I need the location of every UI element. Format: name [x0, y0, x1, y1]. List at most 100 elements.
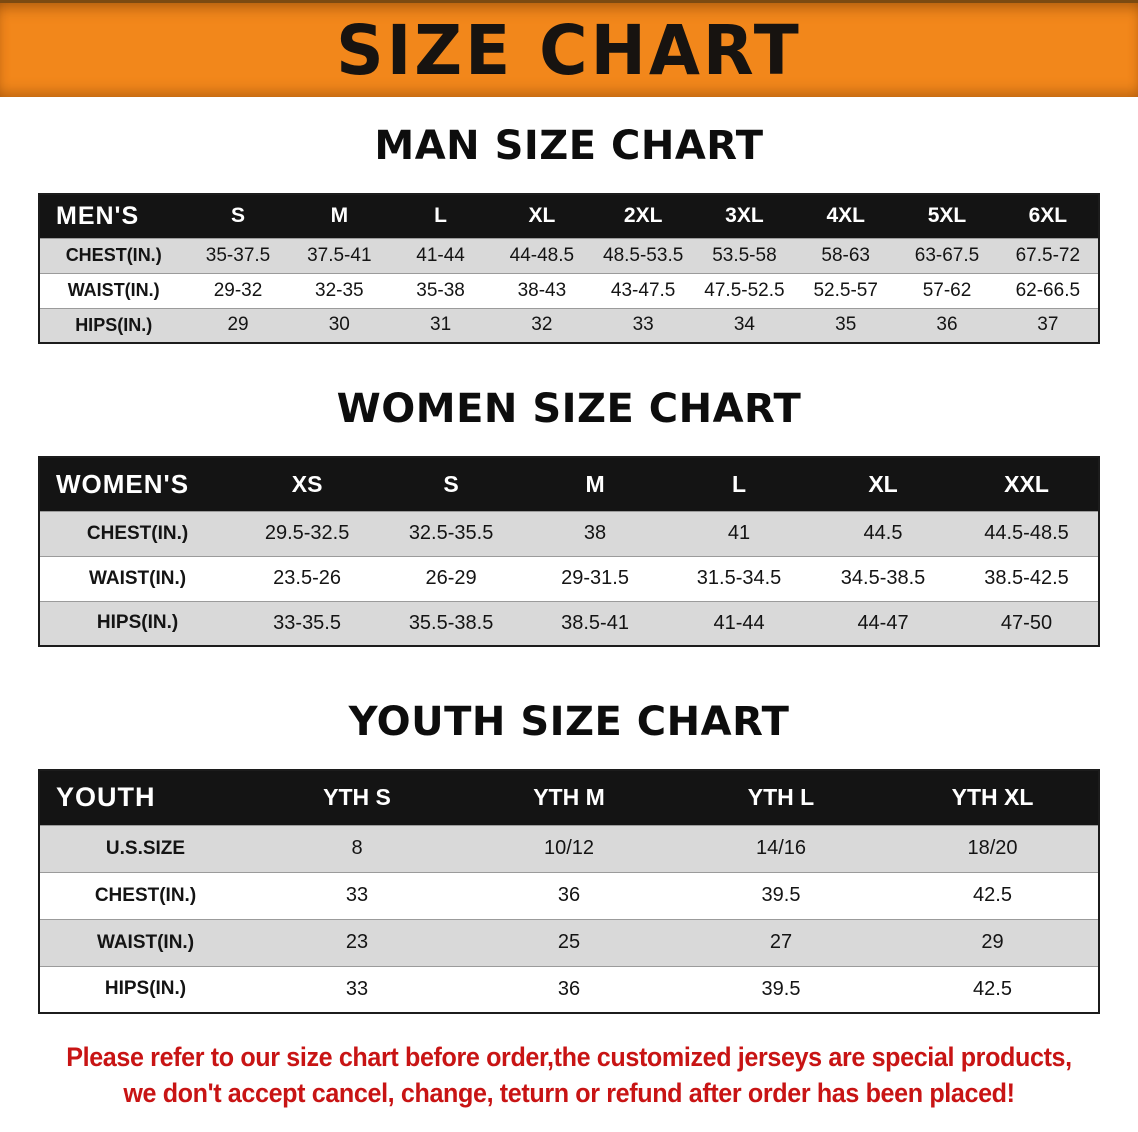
- size-column-header: 5XL: [896, 194, 998, 238]
- size-value: 38.5-42.5: [955, 555, 1099, 601]
- size-value: 44-47: [811, 600, 956, 646]
- size-value: 38: [523, 510, 668, 556]
- size-value: 29-32: [187, 272, 289, 308]
- table-header-row: WOMEN'S XS S M L XL XXL: [39, 457, 1099, 511]
- table-row: U.S.SIZE 8 10/12 14/16 18/20: [39, 824, 1099, 872]
- size-value: 42.5: [887, 965, 1099, 1013]
- size-value: 52.5-57: [795, 272, 897, 308]
- size-value: 33: [251, 965, 463, 1013]
- size-value: 26-29: [379, 555, 524, 601]
- page-title: SIZE CHART: [336, 9, 802, 91]
- size-value: 67.5-72: [997, 237, 1099, 273]
- size-value: 35.5-38.5: [379, 600, 524, 646]
- table-row: CHEST(IN.) 33 36 39.5 42.5: [39, 871, 1099, 919]
- size-column-header: YTH XL: [887, 770, 1099, 825]
- size-value: 58-63: [795, 237, 897, 273]
- measurement-label: WAIST(IN.): [39, 272, 188, 308]
- size-column-header: XS: [235, 457, 380, 511]
- table-group-label: YOUTH: [39, 770, 251, 825]
- disclaimer-line-2: we don't accept cancel, change, teturn o…: [123, 1077, 1015, 1108]
- size-value: 18/20: [887, 824, 1099, 872]
- table-group-label: WOMEN'S: [39, 457, 236, 511]
- size-value: 32.5-35.5: [379, 510, 524, 556]
- size-value: 33-35.5: [235, 600, 380, 646]
- table-row: WAIST(IN.) 23.5-26 26-29 29-31.5 31.5-34.5 34…: [39, 555, 1099, 601]
- size-value: 37: [997, 307, 1099, 343]
- size-value: 35-37.5: [187, 237, 289, 273]
- size-column-header: M: [523, 457, 668, 511]
- size-value: 41-44: [667, 600, 812, 646]
- size-table-section-1: MAN SIZE CHART MEN'S S M L XL 2XL 3XL 4XL 5XL 6XL C…: [0, 123, 1138, 344]
- size-value: 8: [251, 824, 463, 872]
- tables-container: MAN SIZE CHART MEN'S S M L XL 2XL 3XL 4XL 5XL 6XL C…: [0, 123, 1138, 1014]
- size-value: 35-38: [389, 272, 492, 308]
- table-group-label: MEN'S: [39, 194, 188, 238]
- size-value: 29: [187, 307, 289, 343]
- size-column-header: XXL: [955, 457, 1099, 511]
- size-value: 39.5: [675, 965, 887, 1013]
- size-value: 33: [592, 307, 694, 343]
- table-header-row: YOUTH YTH S YTH M YTH L YTH XL: [39, 770, 1099, 825]
- size-value: 31.5-34.5: [667, 555, 812, 601]
- size-value: 44.5-48.5: [955, 510, 1099, 556]
- table-row: HIPS(IN.) 29 30 31 32 33 34 35 36 37: [39, 307, 1099, 343]
- size-table: WOMEN'S XS S M L XL XXL CHEST(IN.) 29.5-32.5 32.5…: [38, 456, 1100, 647]
- size-value: 32: [491, 307, 593, 343]
- banner: SIZE CHART: [0, 0, 1138, 97]
- measurement-label: WAIST(IN.): [39, 918, 251, 966]
- size-table-section-2: WOMEN SIZE CHART WOMEN'S XS S M L XL XXL CHEST(I…: [0, 386, 1138, 647]
- section-heading: YOUTH SIZE CHART: [348, 699, 790, 745]
- size-value: 43-47.5: [592, 272, 694, 308]
- size-value: 47.5-52.5: [693, 272, 796, 308]
- size-value: 39.5: [675, 871, 887, 919]
- measurement-label: U.S.SIZE: [39, 824, 251, 872]
- measurement-label: CHEST(IN.): [39, 237, 188, 273]
- size-value: 31: [389, 307, 492, 343]
- size-value: 23: [251, 918, 463, 966]
- size-value: 47-50: [955, 600, 1099, 646]
- size-value: 14/16: [675, 824, 887, 872]
- measurement-label: CHEST(IN.): [39, 510, 236, 556]
- size-column-header: 6XL: [997, 194, 1099, 238]
- table-row: CHEST(IN.) 35-37.5 37.5-41 41-44 44-48.5 48.5…: [39, 237, 1099, 273]
- section-heading: WOMEN SIZE CHART: [336, 386, 802, 432]
- size-value: 33: [251, 871, 463, 919]
- size-value: 36: [896, 307, 998, 343]
- size-column-header: L: [389, 194, 492, 238]
- size-column-header: YTH M: [463, 770, 675, 825]
- size-value: 35: [795, 307, 897, 343]
- size-column-header: YTH S: [251, 770, 463, 825]
- size-value: 62-66.5: [997, 272, 1099, 308]
- size-value: 41: [667, 510, 812, 556]
- size-value: 44.5: [811, 510, 956, 556]
- size-table: MEN'S S M L XL 2XL 3XL 4XL 5XL 6XL CHEST(IN.) 35-37…: [38, 193, 1100, 344]
- size-column-header: M: [288, 194, 390, 238]
- size-column-header: 4XL: [795, 194, 897, 238]
- size-value: 36: [463, 965, 675, 1013]
- size-value: 63-67.5: [896, 237, 998, 273]
- size-column-header: L: [667, 457, 812, 511]
- section-heading: MAN SIZE CHART: [374, 123, 764, 169]
- measurement-label: CHEST(IN.): [39, 871, 251, 919]
- table-row: CHEST(IN.) 29.5-32.5 32.5-35.5 38 41 44.5 44.5…: [39, 510, 1099, 556]
- size-value: 34.5-38.5: [811, 555, 956, 601]
- size-value: 27: [675, 918, 887, 966]
- size-value: 29: [887, 918, 1099, 966]
- size-column-header: XL: [491, 194, 593, 238]
- size-value: 10/12: [463, 824, 675, 872]
- size-column-header: 3XL: [693, 194, 796, 238]
- disclaimer: Please refer to our size chart before or…: [0, 1040, 1138, 1111]
- size-column-header: YTH L: [675, 770, 887, 825]
- size-value: 38.5-41: [523, 600, 668, 646]
- size-value: 53.5-58: [693, 237, 796, 273]
- size-column-header: S: [187, 194, 289, 238]
- table-header-row: MEN'S S M L XL 2XL 3XL 4XL 5XL 6XL: [39, 194, 1099, 238]
- size-value: 37.5-41: [288, 237, 390, 273]
- size-table-section-3: YOUTH SIZE CHART YOUTH YTH S YTH M YTH L YTH …: [0, 699, 1138, 1014]
- size-value: 57-62: [896, 272, 998, 308]
- size-value: 34: [693, 307, 796, 343]
- size-value: 32-35: [288, 272, 390, 308]
- measurement-label: HIPS(IN.): [39, 965, 251, 1013]
- size-value: 42.5: [887, 871, 1099, 919]
- size-value: 25: [463, 918, 675, 966]
